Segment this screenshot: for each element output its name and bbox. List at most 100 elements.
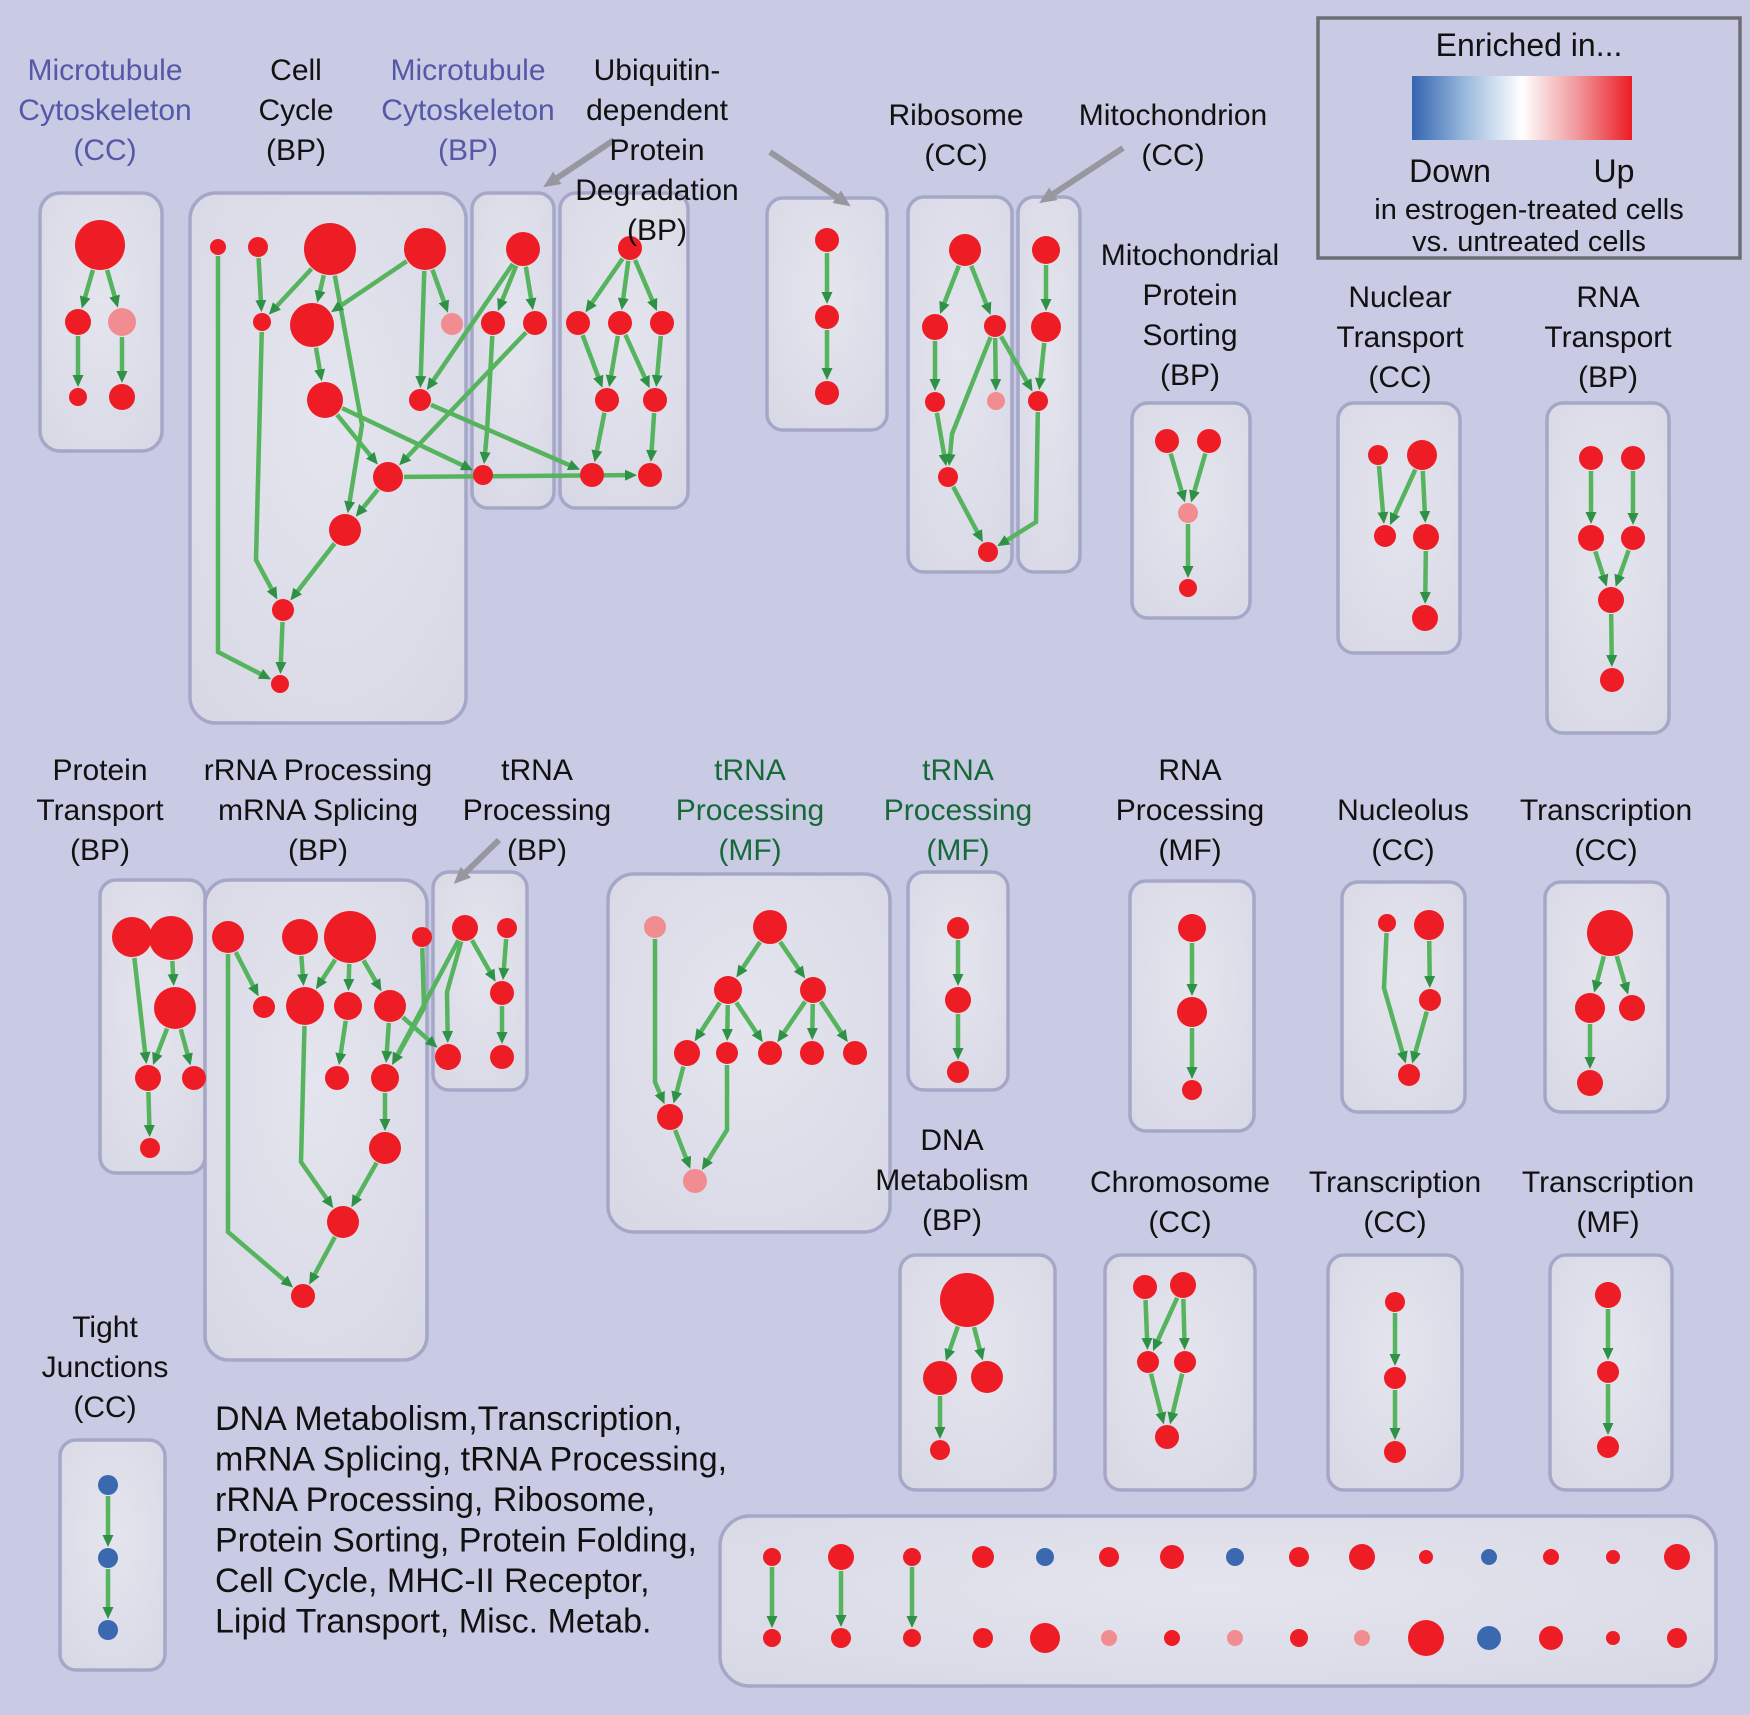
ubiquitin-deg-a-box xyxy=(558,191,690,510)
go-term-node-e2 xyxy=(1597,1361,1619,1383)
go-term-node-bt4 xyxy=(972,1546,994,1568)
go-term-node-f9 xyxy=(843,1041,867,1065)
go-term-node-h4 xyxy=(1174,1351,1196,1373)
edge-u4-u6 xyxy=(651,335,664,388)
go-term-node-bb3 xyxy=(903,1629,921,1647)
edge-g1-g13 xyxy=(225,954,294,1288)
edge-f3-f5 xyxy=(694,1001,722,1042)
misc-cluster-text-line-5: Lipid Transport, Misc. Metab. xyxy=(215,1603,652,1641)
go-term-node-cc1 xyxy=(210,239,226,255)
protein-transport-label-line-0: Protein xyxy=(52,754,147,787)
go-term-node-bb4 xyxy=(973,1628,993,1648)
go-term-node-bb14 xyxy=(1606,1631,1620,1645)
go-term-node-g4 xyxy=(412,927,432,947)
go-term-node-y3 xyxy=(947,1061,969,1083)
cell-cycle-label-line-2: (BP) xyxy=(266,134,326,167)
chromosome-label-line-1: (CC) xyxy=(1148,1206,1211,1239)
go-term-node-k4 xyxy=(435,1044,461,1070)
go-term-node-bt12 xyxy=(1481,1549,1497,1565)
go-term-node-cc11 xyxy=(329,514,361,546)
edge-h3-h5 xyxy=(1148,1373,1167,1425)
trna-processing-mf-1-label-line-2: (MF) xyxy=(718,834,781,867)
go-term-node-bt5 xyxy=(1036,1548,1054,1566)
mito-protein-sorting-label-line-0: Mitochondrial xyxy=(1101,239,1279,272)
mito-protein-sorting-label-line-1: Protein xyxy=(1142,279,1237,312)
go-term-node-r7 xyxy=(978,542,998,562)
rna-transport-label-line-1: Transport xyxy=(1544,321,1672,354)
go-term-node-q2 xyxy=(1621,446,1645,470)
go-term-node-g1 xyxy=(212,921,244,953)
ribosome-label-line-1: (CC) xyxy=(924,139,987,172)
go-term-node-z3 xyxy=(1384,1441,1406,1463)
legend-subtitle-line-1: in estrogen-treated cells xyxy=(1374,194,1684,226)
go-term-node-x3 xyxy=(1619,995,1645,1021)
edge-q3-q5 xyxy=(1593,550,1609,587)
edge-n1-n3 xyxy=(1376,465,1389,525)
go-term-node-h3 xyxy=(1137,1351,1159,1373)
go-term-node-q3 xyxy=(1578,525,1604,551)
edge-cc4-cc9 xyxy=(415,270,427,389)
transcription-cc-lower-label-line-0: Transcription xyxy=(1309,1166,1481,1199)
go-term-node-q4 xyxy=(1621,526,1645,550)
trna-processing-mf-2-label-line-2: (MF) xyxy=(926,834,989,867)
go-term-node-h1 xyxy=(1133,1275,1157,1299)
go-term-node-bt11 xyxy=(1419,1550,1433,1564)
edge-p2-p3 xyxy=(167,960,179,987)
go-term-node-j1 xyxy=(98,1475,118,1495)
legend-up-label: Up xyxy=(1594,153,1635,189)
edge-g3-g8 xyxy=(361,959,382,992)
edge-s1-s3 xyxy=(1168,452,1187,503)
edge-m1-cc9 xyxy=(426,262,515,391)
edge-cc4-cc7 xyxy=(430,268,450,313)
edge-k1-g10 xyxy=(392,939,461,1065)
dna-metabolism-label-line-2: (BP) xyxy=(922,1204,982,1237)
edge-f2-f3 xyxy=(736,940,762,978)
go-term-node-d1 xyxy=(940,1273,994,1327)
edge-p1-p4 xyxy=(132,957,151,1065)
edge-cc3-cc5 xyxy=(268,267,314,315)
go-term-node-g12 xyxy=(327,1206,359,1238)
tight-junctions-label-line-1: Junctions xyxy=(42,1351,169,1384)
go-term-node-u3 xyxy=(608,311,632,335)
microtubule-bp-label-line-1: Cytoskeleton xyxy=(381,94,554,127)
edge-g7-g9 xyxy=(335,1020,348,1066)
rna-processing-mf-label-line-1: Processing xyxy=(1116,794,1264,827)
go-term-node-bb11 xyxy=(1408,1620,1444,1656)
go-term-node-u4 xyxy=(650,311,674,335)
edge-h4-h5 xyxy=(1167,1373,1185,1425)
go-term-node-a5 xyxy=(109,384,135,410)
trna-processing-bp-label-line-0: tRNA xyxy=(501,754,573,787)
edge-cc11-cc12 xyxy=(290,542,337,601)
go-term-node-s3 xyxy=(1178,503,1198,523)
go-term-node-u6 xyxy=(643,388,667,412)
legend-title: Enriched in... xyxy=(1436,27,1623,63)
edge-r6-r7 xyxy=(951,485,983,543)
go-term-node-h5 xyxy=(1155,1425,1179,1449)
edge-g8-k4 xyxy=(401,1015,438,1048)
go-term-node-a2 xyxy=(65,309,91,335)
pointer-to-trna-bp-box xyxy=(453,837,502,885)
edge-u1-u3 xyxy=(617,260,631,311)
go-term-node-x1 xyxy=(1587,910,1633,956)
rrna-processing-label-line-0: rRNA Processing xyxy=(204,754,432,787)
go-term-node-o2 xyxy=(1414,910,1444,940)
cell-cycle-label-line-0: Cell xyxy=(270,54,322,87)
go-term-node-w1 xyxy=(1178,914,1206,942)
go-term-node-x2 xyxy=(1575,993,1605,1023)
misc-cluster-text-line-4: Cell Cycle, MHC-II Receptor, xyxy=(215,1562,650,1600)
trna-processing-mf-2-label-line-1: Processing xyxy=(884,794,1032,827)
go-term-node-cc3 xyxy=(304,223,356,275)
go-term-node-cc4 xyxy=(404,228,446,270)
go-term-node-y2 xyxy=(945,987,971,1013)
edge-cc3-cc6 xyxy=(314,274,326,303)
go-term-node-n5 xyxy=(1412,605,1438,631)
misc-cluster-row-box xyxy=(718,1514,1718,1688)
edge-k1-k3 xyxy=(469,939,496,982)
nuclear-transport-box xyxy=(1336,401,1462,655)
go-term-node-v3 xyxy=(815,381,839,405)
misc-cluster-text-line-0: DNA Metabolism,Transcription, xyxy=(215,1400,682,1438)
microtubule-bp-label-line-2: (BP) xyxy=(438,134,498,167)
trna-processing-mf-1-label-line-1: Processing xyxy=(676,794,824,827)
edge-cc4-cc6 xyxy=(331,259,409,313)
go-term-node-f7 xyxy=(758,1041,782,1065)
